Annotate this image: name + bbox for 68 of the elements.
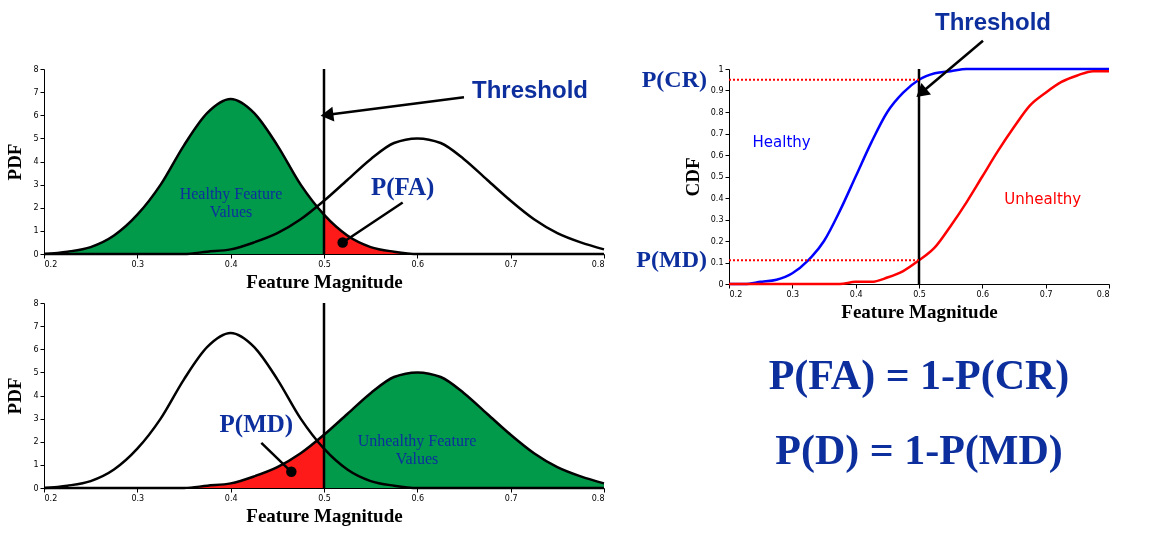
y-tick-label: 0.6 [710,150,724,160]
x-tick-label: 0.3 [131,259,145,269]
y-tick-label: 3 [33,414,39,424]
x-tick-label: 0.2 [44,259,58,269]
y-tick-label: 0.4 [710,193,724,203]
y-tick-label: 5 [33,133,39,143]
x-axis-title: Feature Magnitude [841,300,998,322]
x-tick-label: 0.6 [411,259,425,269]
y-tick-label: 2 [33,437,39,447]
annotation: Unhealthy Feature Values [357,432,477,467]
x-tick-label: 0.3 [131,493,145,503]
annotation: Healthy Feature Values [179,185,283,220]
x-tick-label: 0.4 [224,259,238,269]
x-axis-title: Feature Magnitude [246,270,403,292]
y-tick-label: 2 [33,203,39,213]
x-tick-label: 0.3 [786,289,800,299]
y-tick-label: 0.2 [710,236,724,246]
x-tick-label: 0.5 [913,289,926,299]
y-tick-label: 0 [33,249,39,259]
x-tick-label: 0.2 [729,289,743,299]
annotation: Threshold [472,76,589,104]
x-tick-label: 0.7 [1039,289,1053,299]
y-tick-label: 5 [33,367,39,377]
annotation: P(FA) [370,173,435,202]
x-tick-label: 0.4 [224,493,238,503]
y-tick-label: 0.3 [710,215,724,224]
y-tick-label: 1 [33,226,39,236]
x-tick-label: 0.7 [504,493,518,503]
y-tick-label: 4 [33,391,39,400]
y-axis-title: PDF [4,377,26,415]
y-tick-label: 3 [33,180,39,190]
x-tick-label: 0.4 [849,289,863,299]
y-tick-label: 6 [33,344,39,354]
ref-line-label: P(MD) [636,246,707,273]
y-tick-label: 8 [33,298,39,308]
series-label: Unhealthy [1004,189,1082,208]
y-tick-label: 4 [33,157,39,166]
x-tick-label: 0.5 [318,259,331,269]
x-tick-label: 0.5 [318,493,331,503]
y-axis-title: CDF [681,157,703,197]
x-tick-label: 0.8 [1096,289,1110,299]
annotation: P(MD) [219,409,294,438]
x-tick-label: 0.6 [976,289,990,299]
y-tick-label: 0 [33,483,39,493]
y-tick-label: 0.8 [710,107,724,117]
annotation: Threshold [934,7,1052,35]
text: Healthy [752,132,811,151]
y-tick-label: 7 [33,87,39,97]
y-axis-title: PDF [4,143,26,181]
ref-line-label: P(CR) [641,65,707,92]
y-tick-label: 6 [33,110,39,120]
x-tick-label: 0.8 [591,493,605,503]
y-tick-label: 1 [33,460,39,470]
y-tick-label: 0.5 [710,172,724,181]
text: P(D) = 1-P(MD) [775,427,1063,474]
y-tick-label: 8 [33,64,39,74]
x-tick-label: 0.8 [591,259,605,269]
x-tick-label: 0.6 [411,493,425,503]
y-tick-label: 7 [33,321,39,331]
x-tick-label: 0.7 [504,259,518,269]
y-tick-label: 0 [718,279,724,289]
x-tick-label: 0.2 [44,493,58,503]
y-tick-label: 1 [718,64,724,74]
x-axis-title: Feature Magnitude [246,504,403,526]
y-tick-label: 0.1 [710,258,724,267]
y-tick-label: 0.9 [710,86,724,95]
text: P(FA) = 1-P(CR) [768,352,1070,399]
y-tick-label: 0.7 [710,129,724,138]
